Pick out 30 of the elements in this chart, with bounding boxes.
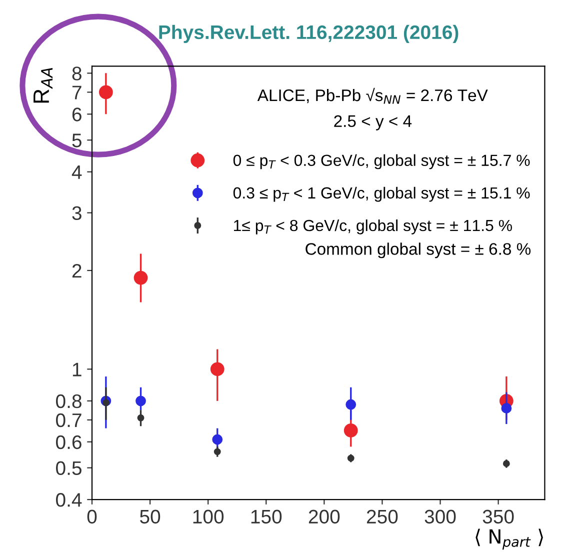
x-tick-label: 50 [140,510,160,524]
y-tick-label: 0.5 [56,461,82,476]
y-tick-label: 0.7 [56,413,82,428]
x-tick-label: 250 [366,510,398,524]
y-tick-label: 6 [72,108,82,122]
y-tick-label: 7 [72,86,82,100]
y-tick-label: 0.6 [56,435,82,450]
x-tick-label: 300 [424,510,456,524]
x-tick-label: 350 [482,510,514,524]
legend-label: 0.3 ≤ p$_{T}$ < 1 GeV/c, global syst = ± 15.1 % [233,186,530,202]
y-tick-label: 3 [72,206,82,220]
x-tick-label: 100 [193,510,224,524]
legend-label: 1≤ p$_{T}$ < 8 GeV/c, global syst = ± 11.5 % [234,219,512,234]
legend-label: 0 ≤ p$_{T}$ < 0.3 GeV/c, global syst = ± 15.7 % [233,154,530,170]
chart-title: Phys.Rev.Lett. 116,222301 (2016) [159,24,458,43]
annotation: 2.5 < y < 4 [334,115,412,130]
x-tick-label: 0 [87,510,97,524]
y-axis-title: R$_{AA}$ [34,68,53,103]
x-tick-label: 150 [251,510,282,524]
x-tick-label: 200 [308,510,340,524]
annotation: ALICE, Pb-Pb √s$_{NN}$ = 2.76 TeV [257,88,488,104]
y-tick-label: 8 [72,66,82,80]
x-axis-title: ⟨ N$_{part}$ ⟩ [476,528,543,550]
y-tick-label: 0.8 [56,394,82,408]
y-tick-label: 1 [72,362,82,376]
y-tick-label: 2 [72,264,82,278]
y-tick-label: 4 [72,166,82,179]
y-tick-label: 0.4 [56,493,82,507]
y-tick-label: 5 [72,134,82,148]
annotation: Common global syst = ± 6.8 % [306,242,531,258]
